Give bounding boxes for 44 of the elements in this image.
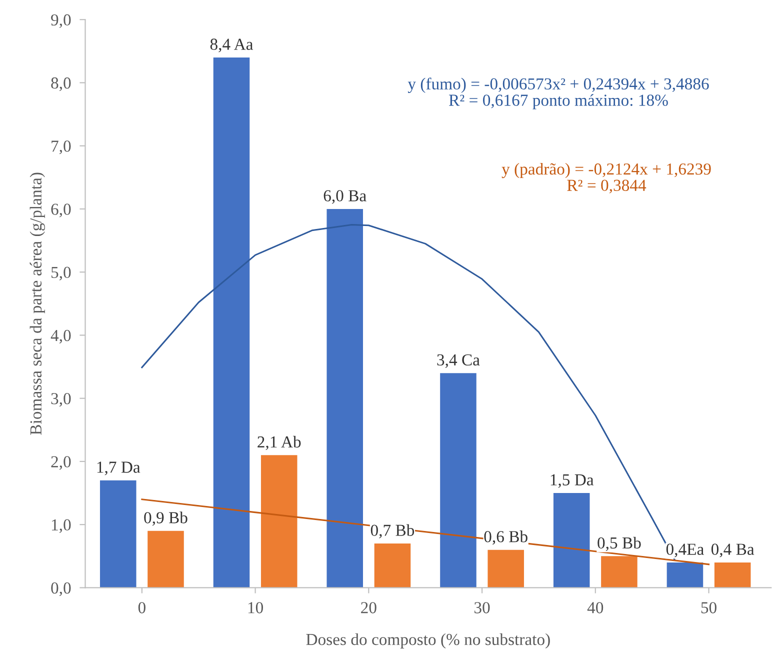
data-label: 0,4 Ba xyxy=(711,544,754,558)
y-tick-label: 7,0 xyxy=(52,140,71,154)
y-axis-title: Biomassa seca da parte aérea (g/planta) xyxy=(30,172,45,435)
bar xyxy=(374,544,411,588)
x-tick-label: 50 xyxy=(701,602,716,614)
data-label: 6,0 Ba xyxy=(324,190,366,204)
data-label: 0,7 Bb xyxy=(370,524,414,538)
bar xyxy=(440,373,476,588)
y-tick-label: 0,0 xyxy=(51,582,71,596)
bar xyxy=(260,455,298,588)
data-label: 1,5 Da xyxy=(550,474,594,488)
annotation: y (fumo) = -0,006573x² + 0,24394x + 3,4886 R² = 0,6167 ponto máximo: 18% xyxy=(408,78,709,110)
bar xyxy=(100,480,136,588)
bar xyxy=(213,57,250,588)
data-label: 0,9 Bb xyxy=(144,512,188,526)
data-label: 0,5 Bb xyxy=(598,536,641,551)
y-tick-label: 5,0 xyxy=(51,266,71,280)
data-label: 0,4Ea xyxy=(666,544,704,558)
y-tick-label: 1,0 xyxy=(52,519,71,533)
y-tick-label: 9,0 xyxy=(51,14,71,28)
x-axis-title: Doses do composto (% no substrato) xyxy=(306,633,550,648)
x-tick-label: 30 xyxy=(474,602,490,614)
bar xyxy=(601,556,638,588)
bar xyxy=(488,550,524,588)
data-label: 1,7 Da xyxy=(97,462,140,476)
y-tick-label: 6,0 xyxy=(51,204,71,218)
x-tick-label: 10 xyxy=(248,602,263,614)
data-label: 3,4 Ca xyxy=(437,354,480,368)
annotation: y (padrão) = -0,2124x + 1,6239 R² = 0,3844 xyxy=(502,162,711,194)
bar xyxy=(714,562,751,588)
x-tick-label: 20 xyxy=(361,602,376,614)
data-label: 0,6 Bb xyxy=(484,530,528,545)
y-tick-label: 2,0 xyxy=(51,456,71,470)
x-tick-label: 40 xyxy=(587,602,604,614)
x-tick-label: 0 xyxy=(138,602,146,614)
bar xyxy=(666,562,704,588)
bar xyxy=(553,493,590,588)
y-tick-label: 4,0 xyxy=(50,330,71,344)
bar xyxy=(326,208,363,588)
data-label: 2,1 Ab xyxy=(258,436,301,450)
y-tick-label: 8,0 xyxy=(51,77,71,92)
data-label: 8,4 Aa xyxy=(210,38,254,52)
y-tick-label: 3,0 xyxy=(51,393,71,407)
bar xyxy=(148,530,184,588)
